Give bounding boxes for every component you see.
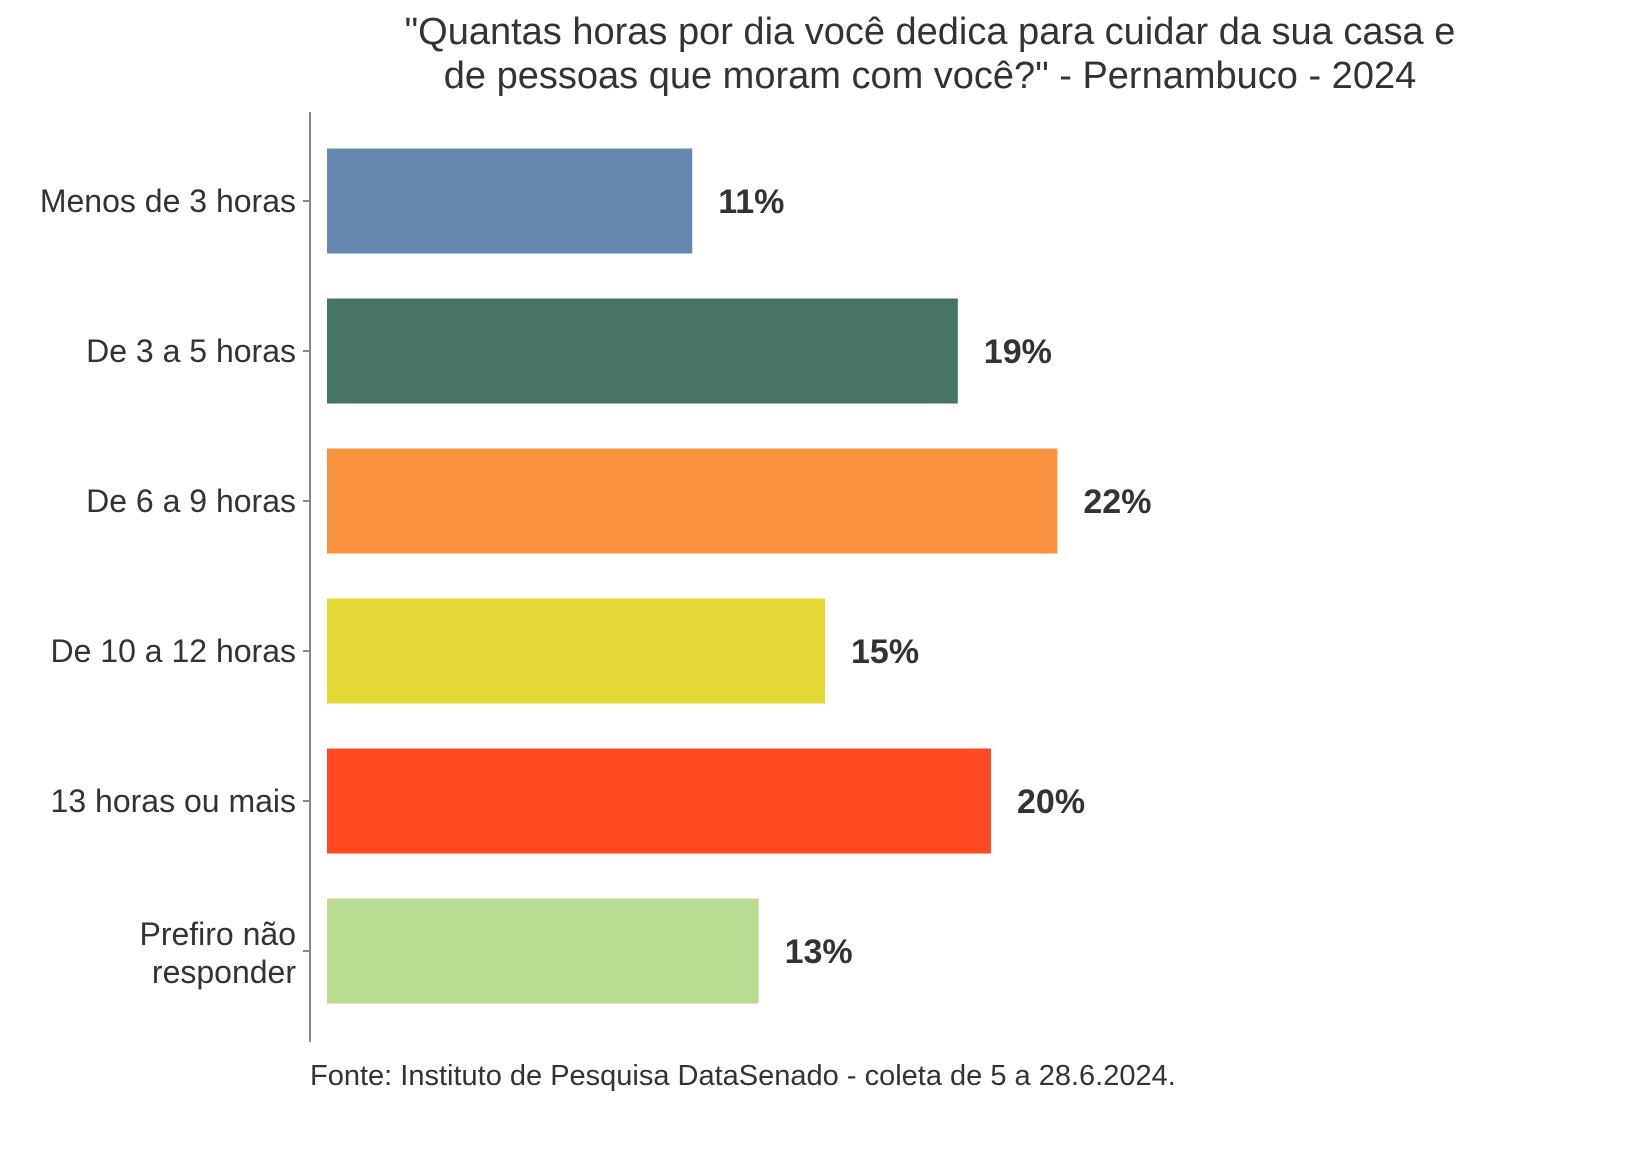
data-label: 15% [851, 633, 919, 671]
category-label: Menos de 3 horas [40, 183, 296, 219]
bar [327, 898, 759, 1004]
data-label: 22% [1083, 483, 1151, 521]
category-label-line: Prefiro não [139, 916, 296, 952]
bar [327, 298, 958, 404]
chart-title-line: de pessoas que moram com você?" - Pernam… [443, 55, 1417, 97]
category-label: Prefiro não responder [139, 916, 296, 990]
data-label: 20% [1017, 783, 1085, 821]
chart-title-line: "Quantas horas por dia você dedica para … [404, 11, 1456, 53]
category-label: De 3 a 5 horas [86, 333, 296, 369]
data-label: 13% [785, 933, 853, 971]
data-label: 19% [984, 333, 1052, 371]
data-label: 11% [718, 183, 784, 221]
bar [327, 148, 693, 254]
category-label: 13 horas ou mais [51, 783, 296, 819]
chart-title: "Quantas horas por dia você dedica para … [310, 10, 1550, 98]
bar [327, 748, 991, 854]
source-note: Fonte: Instituto de Pesquisa DataSenado … [310, 1060, 1176, 1092]
category-label: De 6 a 9 horas [86, 483, 296, 519]
category-label-line: responder [152, 954, 296, 990]
bar [327, 598, 825, 704]
category-label: De 10 a 12 horas [51, 633, 297, 669]
bar [327, 448, 1058, 554]
